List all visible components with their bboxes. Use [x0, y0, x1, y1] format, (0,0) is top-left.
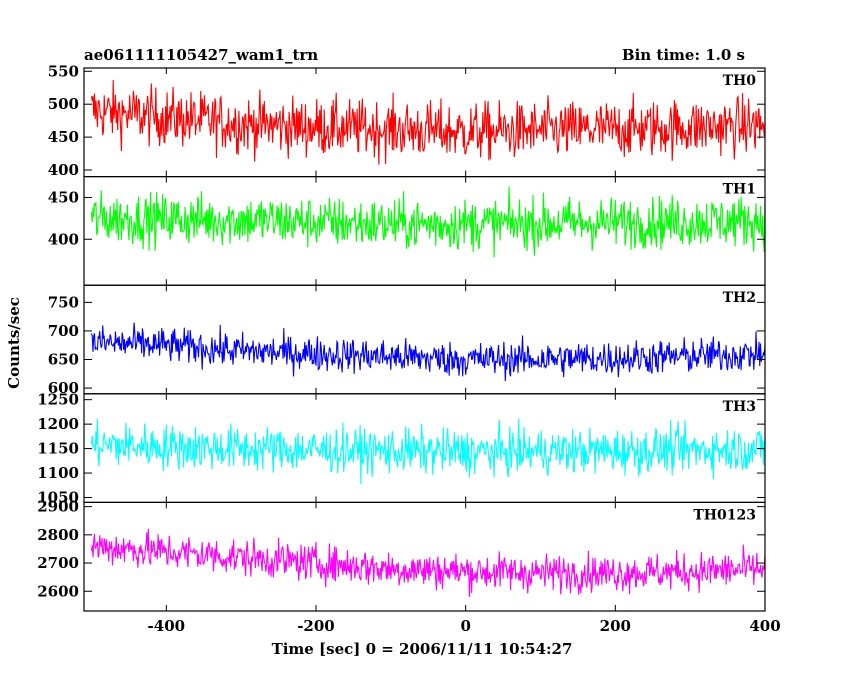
- chart-title-right: Bin time: 1.0 s: [622, 46, 745, 64]
- chart-title-left: ae061111105427_wam1_trn: [84, 46, 318, 64]
- y-tick-label: 700: [48, 322, 79, 340]
- series-line-th0123: [90, 529, 765, 597]
- series-line-th1: [90, 186, 765, 258]
- panel-label-th1: TH1: [723, 182, 756, 198]
- y-tick-label: 2600: [37, 582, 79, 600]
- y-tick-label: 600: [48, 379, 79, 397]
- panel-label-th2: TH2: [723, 290, 756, 306]
- y-tick-label: 1050: [37, 489, 79, 507]
- panel-label-th3: TH3: [723, 399, 756, 415]
- x-tick-label: 0: [460, 617, 470, 635]
- panel-th0123: 2600 2700 2800 2900 TH0123: [37, 498, 766, 612]
- y-tick-label: 2800: [37, 526, 79, 544]
- panel-th0: 400 450 500 550 TH0: [48, 62, 766, 179]
- y-tick-label: 1150: [37, 440, 79, 458]
- panel-th1: 400 450 TH1: [48, 176, 766, 286]
- y-tick-label: 750: [48, 293, 79, 311]
- y-tick-label: 500: [48, 95, 79, 113]
- y-tick-label: 1200: [37, 415, 79, 433]
- panel-th2: 600 650 700 750 TH2: [48, 284, 766, 397]
- x-axis: -400 -200 0 200 400: [148, 617, 781, 635]
- y-tick-label: 1250: [37, 391, 79, 409]
- y-axis-title: Counts/sec: [5, 297, 23, 389]
- y-tick-label: 550: [48, 62, 79, 80]
- y-tick-label: 1100: [37, 464, 79, 482]
- y-tick-label: 450: [48, 128, 79, 146]
- x-tick-label: 400: [749, 617, 780, 635]
- panel-frame: [83, 501, 766, 612]
- x-axis-title: Time [sec] 0 = 2006/11/11 10:54:27: [272, 640, 573, 658]
- series-line-th3: [90, 418, 765, 485]
- panel-th3: 1050 1100 1150 1200 1250 TH3: [37, 391, 766, 507]
- series-line-th0: [90, 80, 765, 165]
- x-tick-label: -200: [297, 617, 335, 635]
- y-tick-label: 400: [48, 161, 79, 179]
- panel-label-th0123: TH0123: [693, 507, 756, 523]
- y-tick-label: 400: [48, 230, 79, 248]
- x-tick-label: 200: [600, 617, 631, 635]
- panels: 400 450 500 550 TH0 400 450 TH1 600 650 700 750 TH2 1…: [37, 62, 766, 612]
- panel-label-th0: TH0: [723, 73, 757, 89]
- x-tick-label: -400: [148, 617, 186, 635]
- series-line-th2: [90, 322, 765, 381]
- y-tick-label: 2900: [37, 498, 79, 516]
- y-tick-label: 450: [48, 188, 79, 206]
- y-tick-label: 2700: [37, 554, 79, 572]
- y-tick-label: 650: [48, 351, 79, 369]
